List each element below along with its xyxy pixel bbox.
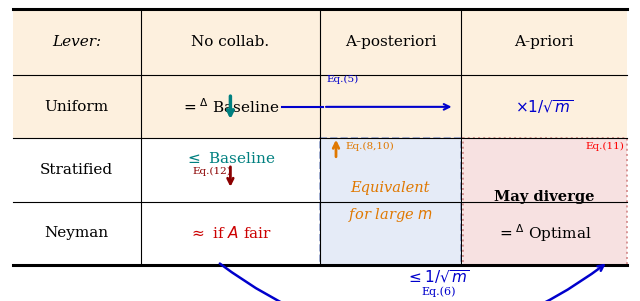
Bar bbox=[463, 138, 627, 265]
Text: $\leq 1/\sqrt{m}$: $\leq 1/\sqrt{m}$ bbox=[406, 268, 470, 286]
Bar bbox=[13, 9, 627, 138]
Text: $=^\Delta$ Optimal: $=^\Delta$ Optimal bbox=[497, 222, 591, 244]
Text: Eq.(12): Eq.(12) bbox=[192, 167, 231, 176]
Text: A-posteriori: A-posteriori bbox=[345, 35, 436, 49]
Text: $\approx$ if $A$ fair: $\approx$ if $A$ fair bbox=[189, 225, 272, 241]
Text: May diverge: May diverge bbox=[493, 190, 595, 204]
Text: Eq.(6): Eq.(6) bbox=[421, 287, 456, 297]
Text: Equivalent: Equivalent bbox=[351, 181, 430, 195]
Bar bbox=[320, 138, 461, 265]
Text: Lever:: Lever: bbox=[52, 35, 101, 49]
Text: $\leq$ Baseline: $\leq$ Baseline bbox=[185, 150, 276, 166]
Text: Eq.(5): Eq.(5) bbox=[326, 75, 358, 84]
Text: Eq.(8,10): Eq.(8,10) bbox=[346, 141, 394, 150]
Text: A-priori: A-priori bbox=[515, 35, 573, 49]
Text: $=^\Delta$ Baseline: $=^\Delta$ Baseline bbox=[181, 98, 280, 116]
Text: Neyman: Neyman bbox=[45, 226, 109, 240]
Text: Uniform: Uniform bbox=[45, 100, 109, 114]
Text: Eq.(11): Eq.(11) bbox=[585, 141, 624, 150]
Text: No collab.: No collab. bbox=[191, 35, 269, 49]
Text: for large $m$: for large $m$ bbox=[348, 206, 433, 224]
Text: Stratified: Stratified bbox=[40, 163, 113, 177]
Text: $\times 1/\sqrt{m}$: $\times 1/\sqrt{m}$ bbox=[515, 98, 573, 116]
